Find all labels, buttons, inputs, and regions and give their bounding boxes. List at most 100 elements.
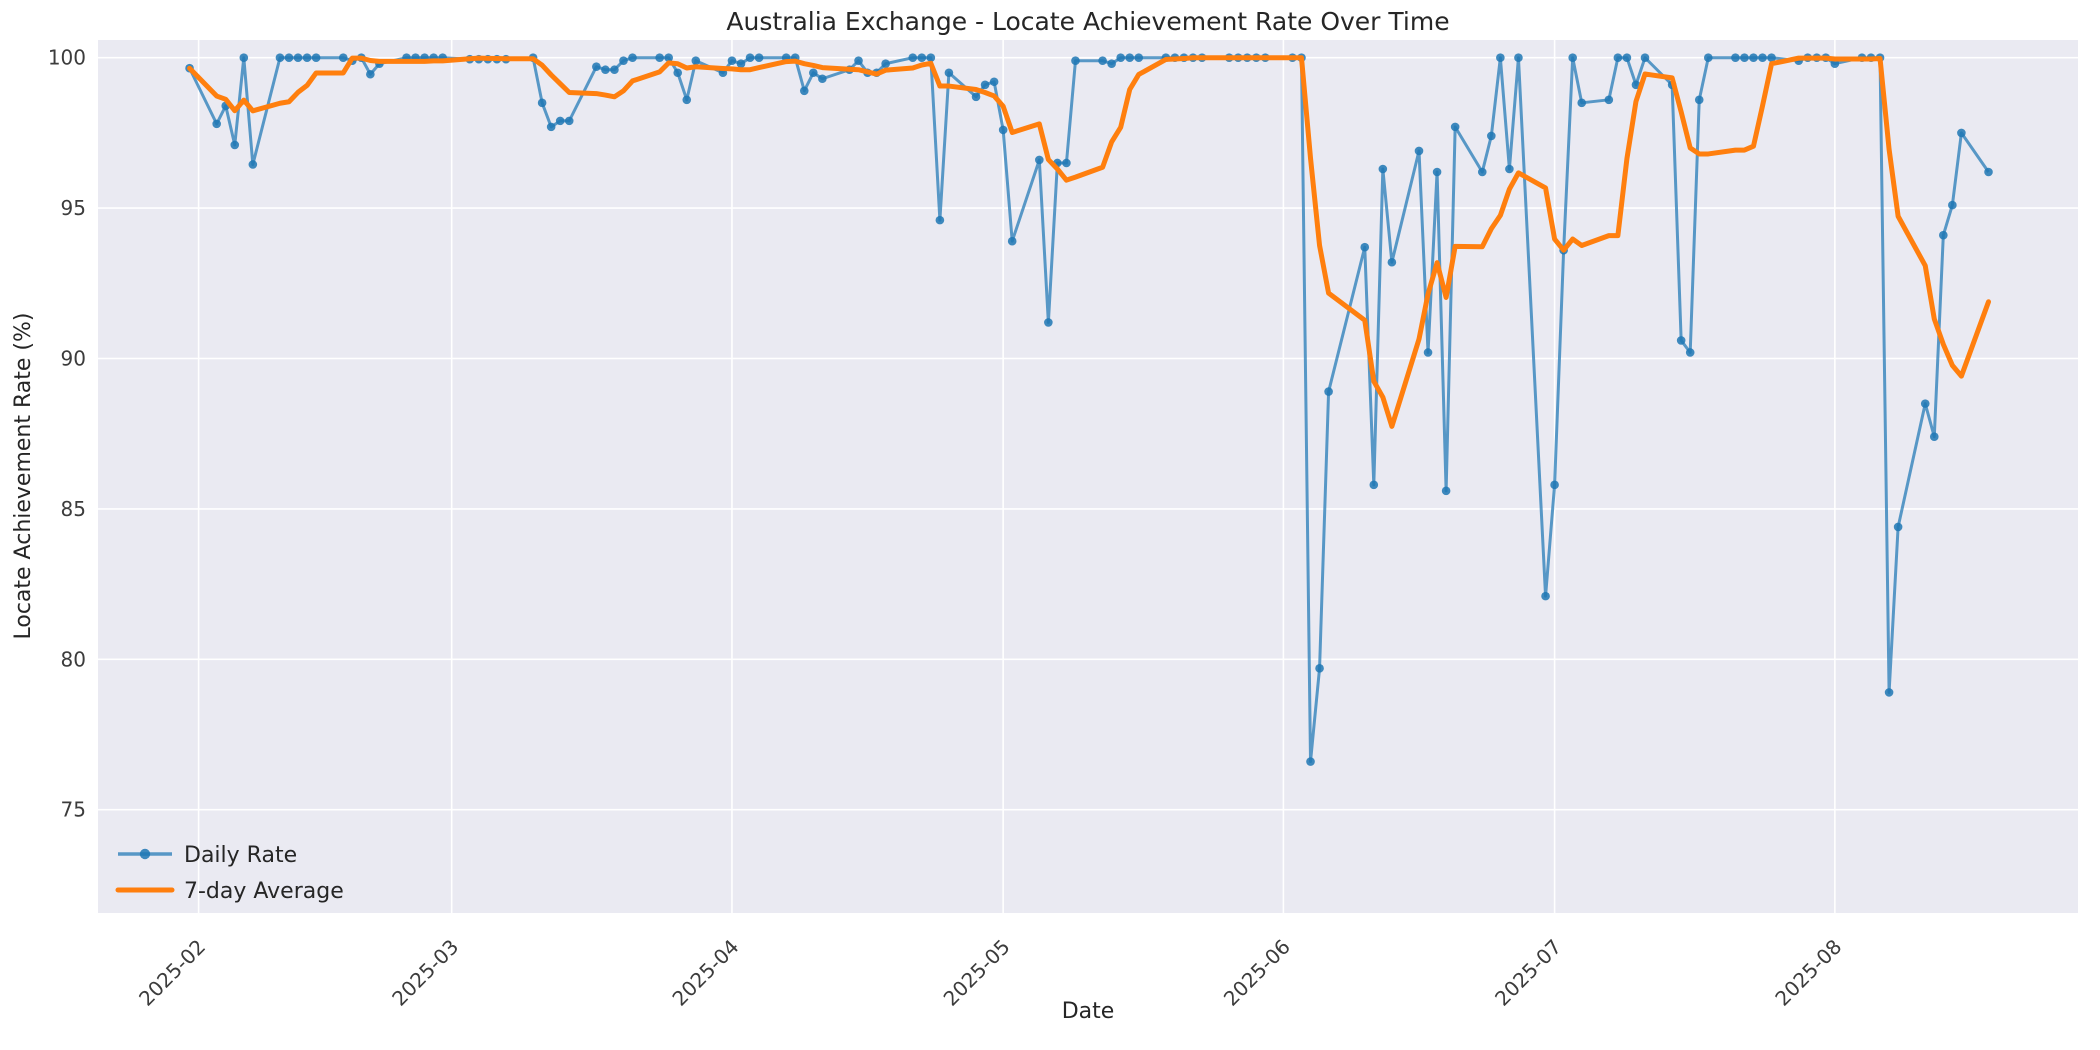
data-point xyxy=(555,116,565,126)
data-point xyxy=(1477,167,1487,177)
data-point xyxy=(1604,95,1614,105)
data-point xyxy=(1703,53,1713,62)
data-point xyxy=(302,53,312,62)
data-point xyxy=(682,95,692,105)
data-point xyxy=(727,56,737,66)
y-tick-label: 100 xyxy=(48,46,86,70)
data-point xyxy=(1685,348,1695,357)
data-point xyxy=(1441,486,1451,496)
x-tick-label: 2025-07 xyxy=(1490,935,1566,1011)
data-point xyxy=(1568,53,1577,62)
data-point xyxy=(1496,53,1505,62)
data-point xyxy=(1550,480,1559,490)
data-point xyxy=(1929,432,1939,442)
data-point xyxy=(1134,53,1144,62)
data-point xyxy=(1514,53,1523,62)
data-point xyxy=(1306,757,1315,766)
data-point xyxy=(1505,164,1514,174)
data-point xyxy=(1613,53,1623,62)
data-point xyxy=(1948,200,1957,210)
data-point xyxy=(745,53,755,62)
data-point xyxy=(1487,131,1496,141)
legend-label-7day-average: 7-day Average xyxy=(184,879,344,904)
data-point xyxy=(1731,53,1740,62)
data-point xyxy=(926,53,936,62)
legend-label-daily-rate: Daily Rate xyxy=(184,843,297,868)
data-point xyxy=(809,68,818,78)
data-point xyxy=(971,92,981,102)
data-point xyxy=(1044,318,1053,327)
data-point xyxy=(1577,98,1587,108)
x-tick-label: 2025-05 xyxy=(939,935,1015,1011)
data-point xyxy=(537,98,547,108)
gridlines xyxy=(98,40,2078,913)
y-tick-label: 75 xyxy=(61,798,86,822)
data-point xyxy=(818,74,827,84)
data-point xyxy=(1622,53,1632,62)
data-point xyxy=(1387,257,1397,267)
data-point xyxy=(1758,53,1767,62)
avg-line xyxy=(187,55,1992,429)
data-point xyxy=(212,119,221,129)
data-point xyxy=(1694,95,1704,105)
data-point xyxy=(1378,164,1388,174)
data-point xyxy=(908,53,918,62)
data-point xyxy=(736,59,746,69)
data-point xyxy=(338,53,348,62)
data-point xyxy=(1884,688,1894,697)
data-point xyxy=(1369,480,1379,490)
data-point xyxy=(1676,336,1686,345)
data-point xyxy=(655,53,664,62)
chart-title: Australia Exchange - Locate Achievement … xyxy=(726,7,1449,36)
y-axis-label: Locate Achievement Rate (%) xyxy=(11,312,36,639)
data-point xyxy=(917,53,927,62)
data-point xyxy=(564,116,574,126)
data-point xyxy=(1984,167,1993,177)
data-point xyxy=(989,77,999,87)
series-layer xyxy=(185,53,1993,766)
data-point xyxy=(1360,242,1370,252)
data-point xyxy=(1116,53,1125,62)
data-point xyxy=(628,53,637,62)
data-point xyxy=(546,122,556,132)
data-point xyxy=(1541,591,1550,601)
x-tick-label: 2025-02 xyxy=(134,935,210,1011)
data-point xyxy=(998,125,1008,135)
data-point xyxy=(601,65,610,75)
data-point xyxy=(1315,664,1324,673)
data-point xyxy=(1957,128,1966,138)
data-point xyxy=(1035,155,1044,165)
data-point xyxy=(1324,387,1333,396)
daily-rate-legend-marker-icon xyxy=(139,848,151,860)
data-point xyxy=(854,56,863,66)
data-point xyxy=(1107,59,1116,69)
x-tick-label: 2025-04 xyxy=(667,935,743,1011)
data-point xyxy=(275,53,285,62)
data-point xyxy=(935,215,945,225)
data-point xyxy=(1640,53,1650,62)
data-point xyxy=(673,68,683,78)
data-point xyxy=(799,86,809,96)
data-point xyxy=(592,62,601,72)
data-point xyxy=(1939,230,1948,240)
data-point xyxy=(1423,348,1433,357)
data-point xyxy=(1893,522,1903,532)
data-point xyxy=(944,68,954,78)
data-point xyxy=(239,53,249,62)
data-point xyxy=(1125,53,1135,62)
data-point xyxy=(691,56,701,66)
data-point xyxy=(1740,53,1749,62)
x-tick-label: 2025-03 xyxy=(387,935,463,1011)
data-point xyxy=(1830,59,1840,69)
data-point xyxy=(1414,146,1424,156)
data-point xyxy=(980,80,990,90)
y-tick-label: 95 xyxy=(61,196,86,220)
x-axis-label: Date xyxy=(1062,999,1115,1024)
data-point xyxy=(754,53,764,62)
data-point xyxy=(1071,56,1080,66)
data-point xyxy=(311,53,321,62)
data-point xyxy=(1767,53,1776,62)
data-point xyxy=(1631,80,1641,90)
